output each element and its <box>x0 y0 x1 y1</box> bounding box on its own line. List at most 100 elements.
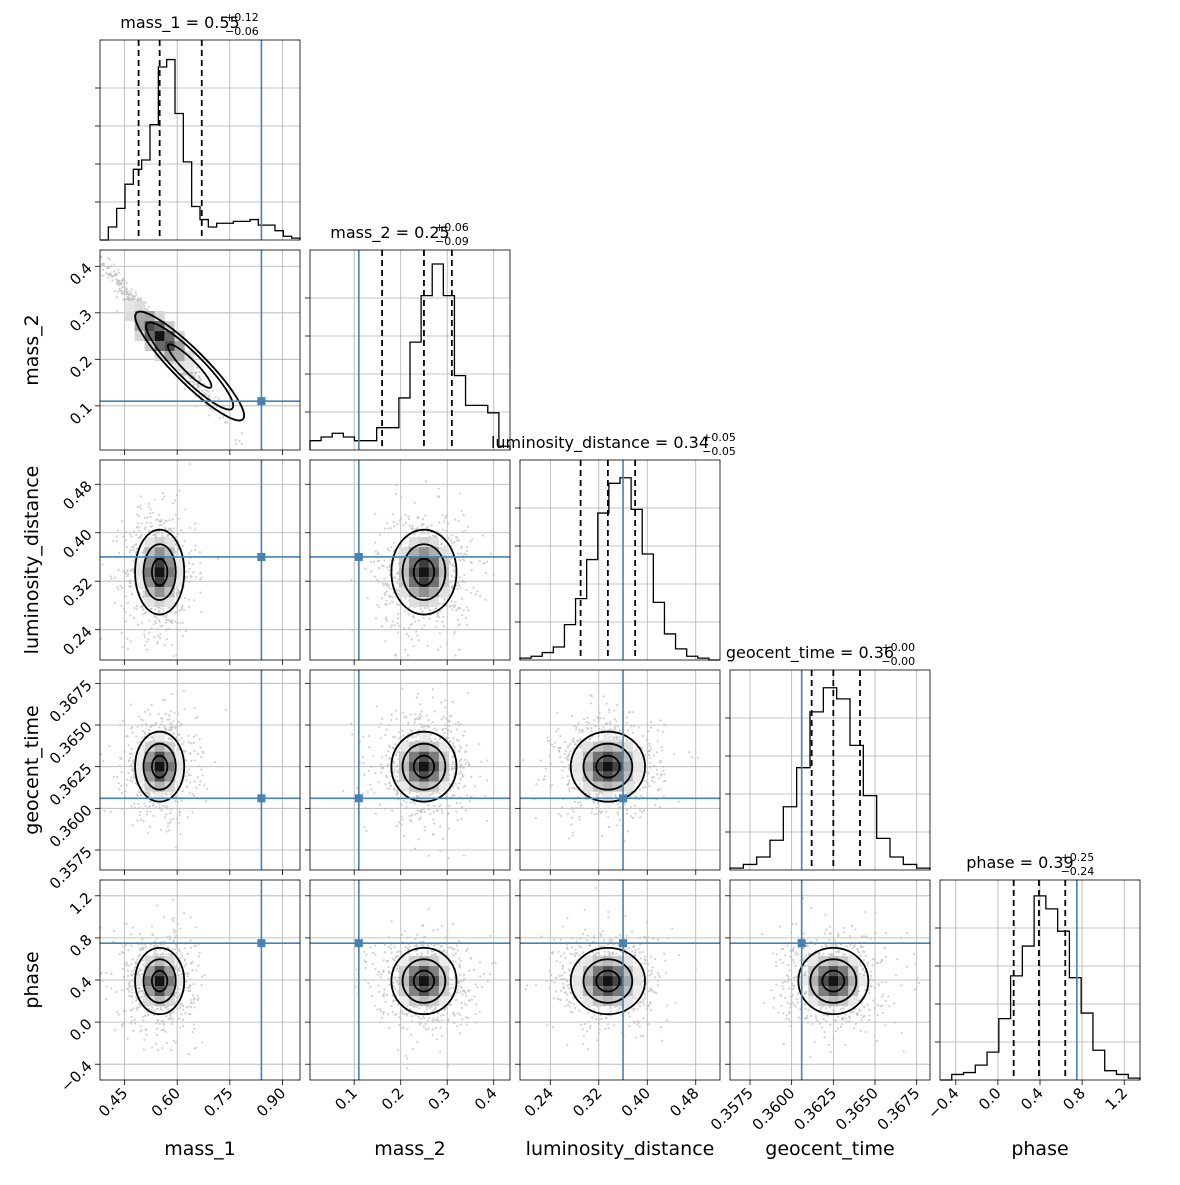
sample-point <box>591 811 593 813</box>
sample-point <box>350 722 352 724</box>
sample-point <box>144 944 146 946</box>
sample-point <box>169 1012 171 1014</box>
sample-point <box>116 535 118 537</box>
sample-point <box>351 629 353 631</box>
y-tick-label: 0.48 <box>59 477 95 513</box>
sample-point <box>429 813 431 815</box>
sample-point <box>105 972 107 974</box>
sample-point <box>449 741 451 743</box>
sample-point <box>136 742 138 744</box>
sample-point <box>112 540 114 542</box>
sample-point <box>156 1034 158 1036</box>
sample-point <box>460 770 462 772</box>
sample-point <box>156 617 158 619</box>
sample-point <box>408 613 410 615</box>
sample-point <box>170 710 172 712</box>
sample-point <box>661 749 663 751</box>
sample-point <box>402 712 404 714</box>
sample-point <box>649 762 651 764</box>
sample-point <box>157 713 159 715</box>
sample-point <box>144 517 146 519</box>
sample-point <box>150 627 152 629</box>
sample-point <box>170 793 172 795</box>
sample-point <box>437 488 439 490</box>
sample-point <box>615 739 617 741</box>
sample-point <box>143 820 145 822</box>
sample-point <box>155 519 157 521</box>
sample-point <box>442 838 444 840</box>
sample-point <box>139 504 141 506</box>
sample-point <box>568 787 570 789</box>
sample-point <box>162 916 164 918</box>
sample-point <box>614 794 616 796</box>
sample-point <box>464 785 466 787</box>
sample-point <box>602 695 604 697</box>
sample-point <box>470 776 472 778</box>
sample-point <box>131 768 133 770</box>
sample-point <box>383 578 385 580</box>
sample-point <box>182 604 184 606</box>
sample-point <box>416 527 418 529</box>
sample-point <box>119 288 121 290</box>
sample-point <box>159 520 161 522</box>
sample-point <box>117 569 119 571</box>
sample-point <box>124 286 126 288</box>
sample-point <box>127 290 129 292</box>
sample-point <box>168 628 170 630</box>
title-phase: phase = 0.39 <box>966 853 1073 872</box>
sample-point <box>121 808 123 810</box>
sample-point <box>120 758 122 760</box>
sample-point <box>400 816 402 818</box>
sample-point <box>193 1002 195 1004</box>
panel-frame <box>100 670 300 870</box>
sample-point <box>439 632 441 634</box>
sample-point <box>188 552 190 554</box>
sample-point <box>138 1003 140 1005</box>
sample-point <box>165 953 167 955</box>
sample-point <box>397 613 399 615</box>
sample-point <box>225 709 227 711</box>
sample-point <box>394 624 396 626</box>
sample-point <box>123 750 125 752</box>
sample-point <box>156 904 158 906</box>
sample-point <box>440 718 442 720</box>
sample-point <box>378 606 380 608</box>
sample-point <box>614 718 616 720</box>
sample-point <box>119 284 121 286</box>
sample-point <box>137 624 139 626</box>
sample-point <box>164 1031 166 1033</box>
sample-point <box>660 774 662 776</box>
sample-point <box>608 709 610 711</box>
sample-point <box>118 280 120 282</box>
sample-point <box>131 824 133 826</box>
sample-point <box>127 569 129 571</box>
sample-point <box>416 740 418 742</box>
sample-point <box>572 832 574 834</box>
sample-point <box>451 768 453 770</box>
sample-point <box>132 972 134 974</box>
sample-point <box>155 1043 157 1045</box>
density-cell <box>429 587 439 597</box>
sample-point <box>691 756 693 758</box>
sample-point <box>175 737 177 739</box>
sample-point <box>378 581 380 583</box>
sample-point <box>363 774 365 776</box>
sample-point <box>148 794 150 796</box>
sample-point <box>657 789 659 791</box>
sample-point <box>171 644 173 646</box>
sample-point <box>423 624 425 626</box>
sample-point <box>131 593 133 595</box>
sample-point <box>172 720 174 722</box>
sample-point <box>116 310 118 312</box>
sample-point <box>135 534 137 536</box>
sample-point <box>183 690 185 692</box>
sample-point <box>161 721 163 723</box>
sample-point <box>568 764 570 766</box>
sample-point <box>179 814 181 816</box>
sample-point <box>571 715 573 717</box>
sample-point <box>374 772 376 774</box>
sample-point <box>130 549 132 551</box>
sample-point <box>200 572 202 574</box>
sample-point <box>482 535 484 537</box>
sample-point <box>149 811 151 813</box>
